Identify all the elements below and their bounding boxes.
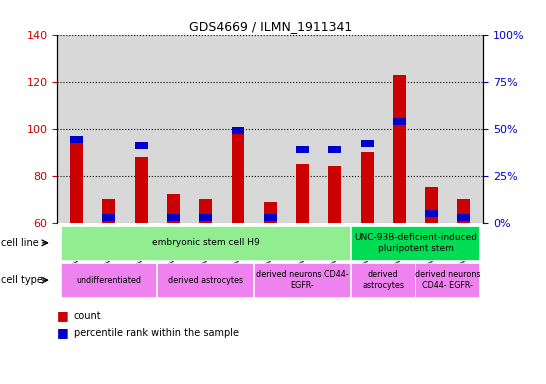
Bar: [167, 214, 180, 220]
Text: derived astrocytes: derived astrocytes: [168, 276, 244, 285]
Bar: [264, 214, 277, 220]
Bar: [458, 199, 470, 223]
Bar: [328, 146, 341, 153]
Bar: [61, 226, 350, 260]
Text: UNC-93B-deficient-induced
pluripotent stem: UNC-93B-deficient-induced pluripotent st…: [354, 233, 477, 253]
Text: derived
astrocytes: derived astrocytes: [362, 270, 404, 290]
Bar: [103, 214, 115, 220]
Bar: [425, 210, 438, 217]
Text: ■: ■: [57, 326, 69, 339]
Text: derived neurons CD44-
EGFR-: derived neurons CD44- EGFR-: [256, 270, 349, 290]
Bar: [264, 202, 277, 223]
Title: GDS4669 / ILMN_1911341: GDS4669 / ILMN_1911341: [189, 20, 352, 33]
Bar: [296, 146, 309, 153]
Bar: [351, 263, 414, 297]
Bar: [199, 199, 212, 223]
Bar: [296, 164, 309, 223]
Text: cell line: cell line: [1, 238, 38, 248]
Bar: [360, 140, 373, 147]
Text: derived neurons
CD44- EGFR-: derived neurons CD44- EGFR-: [415, 270, 480, 290]
Bar: [199, 214, 212, 220]
Bar: [70, 136, 83, 144]
Text: undifferentiated: undifferentiated: [76, 276, 141, 285]
Bar: [61, 263, 157, 297]
Bar: [458, 214, 470, 220]
Text: embryonic stem cell H9: embryonic stem cell H9: [152, 238, 259, 247]
Bar: [416, 263, 479, 297]
Bar: [157, 263, 253, 297]
Bar: [254, 263, 350, 297]
Bar: [167, 194, 180, 223]
Bar: [425, 187, 438, 223]
Bar: [393, 74, 406, 223]
Bar: [351, 226, 479, 260]
Bar: [232, 127, 245, 134]
Bar: [393, 118, 406, 125]
Bar: [103, 199, 115, 223]
Bar: [135, 142, 147, 149]
Text: ■: ■: [57, 309, 69, 322]
Text: count: count: [74, 311, 102, 321]
Bar: [135, 157, 147, 223]
Bar: [328, 166, 341, 223]
Text: cell type: cell type: [1, 275, 43, 285]
Bar: [360, 152, 373, 223]
Bar: [232, 129, 245, 223]
Text: percentile rank within the sample: percentile rank within the sample: [74, 328, 239, 338]
Bar: [70, 143, 83, 223]
